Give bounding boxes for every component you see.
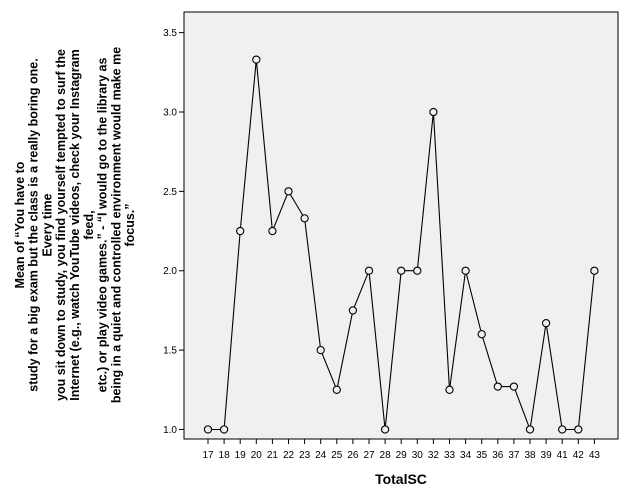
y-axis-title-line: being in a quiet and controlled environm… xyxy=(109,47,123,403)
y-tick-label: 3.0 xyxy=(163,108,177,119)
data-point xyxy=(493,382,502,391)
data-point xyxy=(461,266,470,275)
y-axis-title-line: focus.” xyxy=(123,203,137,246)
data-point xyxy=(236,226,245,236)
y-tick-label: 2.5 xyxy=(163,187,177,198)
y-tick-label: 2.0 xyxy=(163,266,177,277)
y-axis-title-line: etc.) or play video games.” - “I would g… xyxy=(96,58,110,393)
x-tick-label: 29 xyxy=(396,450,408,461)
data-point xyxy=(348,306,358,315)
x-tick-label: 30 xyxy=(412,450,424,461)
data-point xyxy=(203,425,213,434)
x-tick-label: 24 xyxy=(315,450,327,461)
x-tick-label: 18 xyxy=(219,450,231,461)
series-line xyxy=(203,55,599,434)
x-tick-label: 34 xyxy=(460,450,472,461)
plot-area xyxy=(183,11,619,440)
x-tick-label: 36 xyxy=(492,450,504,461)
x-tick-label: 21 xyxy=(267,450,279,461)
x-tick-label: 28 xyxy=(380,450,392,461)
x-tick-label: 17 xyxy=(202,450,214,461)
x-tick-label: 23 xyxy=(299,450,311,461)
data-point xyxy=(397,266,406,275)
y-axis-title-line: study for a big exam but the class is a … xyxy=(27,58,41,391)
x-tick-label: 25 xyxy=(331,450,343,461)
data-point xyxy=(252,55,261,64)
data-point xyxy=(525,425,535,434)
x-tick-label: 33 xyxy=(444,450,456,461)
data-point xyxy=(477,330,486,339)
x-tick-label: 27 xyxy=(363,450,375,461)
x-tick-label: 38 xyxy=(524,450,536,461)
x-tick-label: 19 xyxy=(235,450,247,461)
data-point xyxy=(413,266,422,275)
data-point xyxy=(219,425,229,434)
data-point xyxy=(574,425,583,434)
y-tick-label: 1.0 xyxy=(163,425,177,436)
data-point xyxy=(284,187,293,196)
data-point xyxy=(445,385,454,394)
data-point xyxy=(332,385,341,394)
y-axis: 1.0 1.5 2.0 2.5 3.0 3.5 xyxy=(163,28,184,436)
y-axis-title-line: Mean of “You have to xyxy=(13,161,27,288)
data-point xyxy=(268,226,277,236)
x-tick-label: 22 xyxy=(283,450,295,461)
y-axis-title-line: Every time xyxy=(40,193,54,256)
y-tick-label: 1.5 xyxy=(163,346,177,357)
y-axis-title-line: feed, xyxy=(82,210,96,239)
x-axis-title: TotalSC xyxy=(375,471,427,487)
x-axis: 17 18 19 20 21 22 23 24 25 26 27 28 29 30 32 33 34 35 36 37… xyxy=(202,439,600,461)
data-point xyxy=(590,266,599,275)
x-tick-label: 35 xyxy=(476,450,488,461)
x-tick-label: 41 xyxy=(557,450,569,461)
data-point xyxy=(316,345,325,355)
y-axis-title-line: Internet (e.g., watch YouTube videos, ch… xyxy=(68,49,82,400)
data-point xyxy=(541,318,551,328)
x-tick-label: 32 xyxy=(428,450,440,461)
x-tick-label: 20 xyxy=(251,450,263,461)
x-tick-label: 39 xyxy=(541,450,553,461)
data-point xyxy=(429,107,438,117)
data-point xyxy=(300,214,309,223)
y-tick-label: 3.5 xyxy=(163,28,177,39)
y-axis-title: Mean of “You have tostudy for a big exam… xyxy=(13,47,137,403)
data-point xyxy=(558,425,567,434)
x-tick-label: 42 xyxy=(573,450,585,461)
x-tick-label: 43 xyxy=(589,450,601,461)
x-tick-label: 37 xyxy=(508,450,520,461)
x-tick-label: 26 xyxy=(347,450,359,461)
data-point xyxy=(380,425,390,434)
y-axis-title-line: you sit down to study, you find yourself… xyxy=(54,49,68,401)
data-point xyxy=(364,266,374,275)
data-point xyxy=(509,382,519,391)
